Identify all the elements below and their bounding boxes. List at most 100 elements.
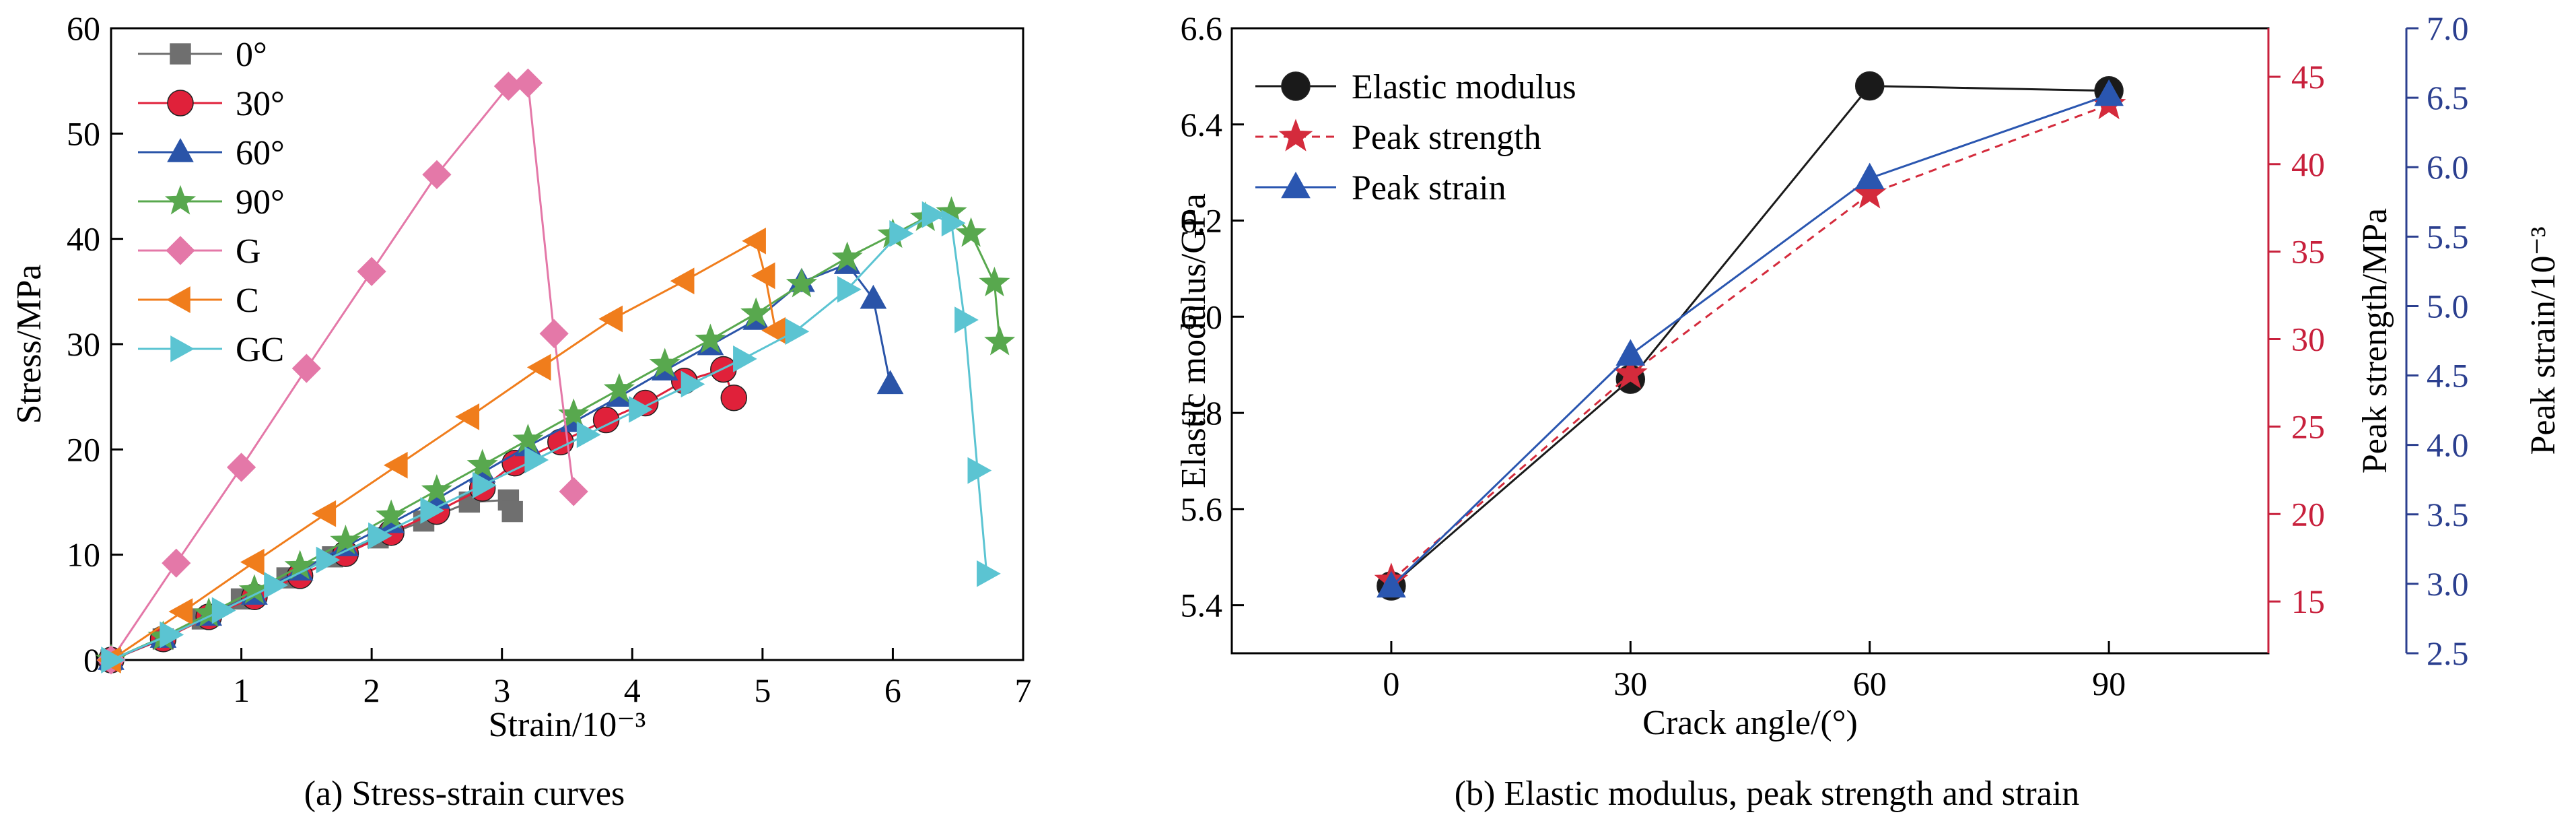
data-point (876, 370, 904, 395)
legend-label: GC (236, 331, 284, 369)
right2-tick-label: 2.5 (2427, 634, 2469, 672)
legend-label: 60° (236, 134, 285, 172)
data-point (226, 453, 256, 482)
data-point (733, 345, 757, 372)
y-tick-label-a: 40 (67, 220, 100, 258)
data-point (629, 396, 653, 423)
legend-label: Peak strength (1352, 119, 1541, 157)
x-tick-label-b: 0 (1383, 665, 1399, 702)
legend-marker (1281, 71, 1311, 101)
legend-label: 90° (236, 183, 285, 222)
right1-tick-label: 40 (2291, 145, 2325, 183)
data-point (420, 497, 445, 524)
left-tick-label: 5.4 (1181, 587, 1223, 624)
data-point (977, 560, 1001, 587)
data-point (240, 548, 265, 576)
right2-tick-label: 6.0 (2427, 148, 2469, 186)
data-point (524, 447, 549, 473)
data-point (720, 384, 748, 411)
y-tick-label-a: 30 (67, 325, 100, 363)
data-point (603, 372, 635, 403)
data-point (670, 267, 695, 295)
data-point (984, 325, 1016, 356)
data-point (954, 306, 979, 333)
legend-b: Elastic modulus Peak strength Peak strain (1255, 68, 1576, 207)
x-tick-label-a: 5 (754, 671, 771, 709)
right1-tick-label: 20 (2291, 495, 2325, 533)
data-point (761, 317, 786, 344)
legend-marker (1278, 119, 1313, 152)
data-point (512, 424, 544, 453)
data-point (740, 297, 772, 327)
data-point (291, 354, 321, 383)
right2-tick-label: 5.0 (2427, 287, 2469, 325)
data-point (860, 284, 887, 309)
data-point (513, 68, 543, 98)
right1-tick-label: 45 (2291, 58, 2325, 96)
right2-tick-label: 3.0 (2427, 565, 2469, 603)
x-tick-label-a: 1 (233, 671, 250, 709)
legend-marker (166, 236, 195, 265)
right2-tick-label: 3.5 (2427, 496, 2469, 533)
x-tick-label-a: 7 (1015, 671, 1032, 709)
x-tick-label-b: 30 (1613, 665, 1647, 702)
data-point (466, 449, 498, 479)
right1-axis-label: Peak strength/MPa (2356, 208, 2394, 473)
data-point (2094, 79, 2124, 106)
legend-marker (1281, 171, 1311, 199)
data-point (649, 348, 681, 378)
data-point (889, 220, 914, 247)
data-point (1613, 356, 1648, 389)
data-point (162, 548, 191, 578)
legend-label: Peak strain (1352, 169, 1506, 207)
right2-tick-label: 6.5 (2427, 79, 2469, 117)
right1-tick-label: 15 (2291, 583, 2325, 620)
data-point (501, 500, 523, 523)
data-point (742, 227, 766, 255)
y-axis-label-a: Stress/MPa (10, 265, 48, 424)
legend-label: 30° (236, 85, 285, 123)
data-point (955, 217, 987, 247)
right2-tick-label: 5.5 (2427, 218, 2469, 255)
data-point (376, 499, 407, 529)
data-point (211, 597, 236, 624)
data-point (422, 160, 452, 189)
data-point (751, 262, 775, 290)
data-point (831, 241, 863, 271)
data-point (168, 598, 193, 625)
series-line (110, 81, 575, 661)
data-point (1377, 570, 1406, 598)
y-tick-label-a: 60 (67, 9, 100, 47)
series-C (97, 227, 786, 673)
data-point (941, 209, 966, 237)
legend-marker (164, 185, 197, 215)
data-point (330, 525, 361, 554)
right1-tick-label: 25 (2291, 407, 2325, 445)
crack-angle-chart: 5.4 5.6 5.8 6.0 6.2 6.4 6.6 15 20 25 30 35 40 45 2.5 3.… (1175, 9, 2563, 742)
data-point (472, 471, 497, 499)
x-tick-label-b: 90 (2092, 665, 2126, 702)
data-point (598, 305, 623, 333)
legend-marker (167, 138, 194, 162)
left-tick-label: 6.4 (1181, 106, 1223, 143)
data-point (979, 267, 1010, 296)
data-point (101, 647, 125, 673)
data-point (539, 319, 569, 348)
data-point (1615, 339, 1646, 366)
legend-marker (170, 335, 195, 362)
data-point (681, 370, 705, 398)
legend-marker (170, 43, 191, 65)
legend-marker (166, 286, 190, 313)
legend-label: G (236, 232, 261, 271)
data-point (785, 318, 810, 345)
data-point (1854, 71, 1885, 101)
data-point (695, 323, 726, 354)
right2-axis-label: Peak strain/10⁻³ (2524, 226, 2563, 455)
data-point (786, 267, 817, 298)
left-tick-label: 6.2 (1181, 202, 1223, 240)
left-tick-label: 6.6 (1181, 9, 1223, 47)
left-tick-label: 6.0 (1181, 298, 1223, 335)
series-GC (101, 201, 1001, 673)
